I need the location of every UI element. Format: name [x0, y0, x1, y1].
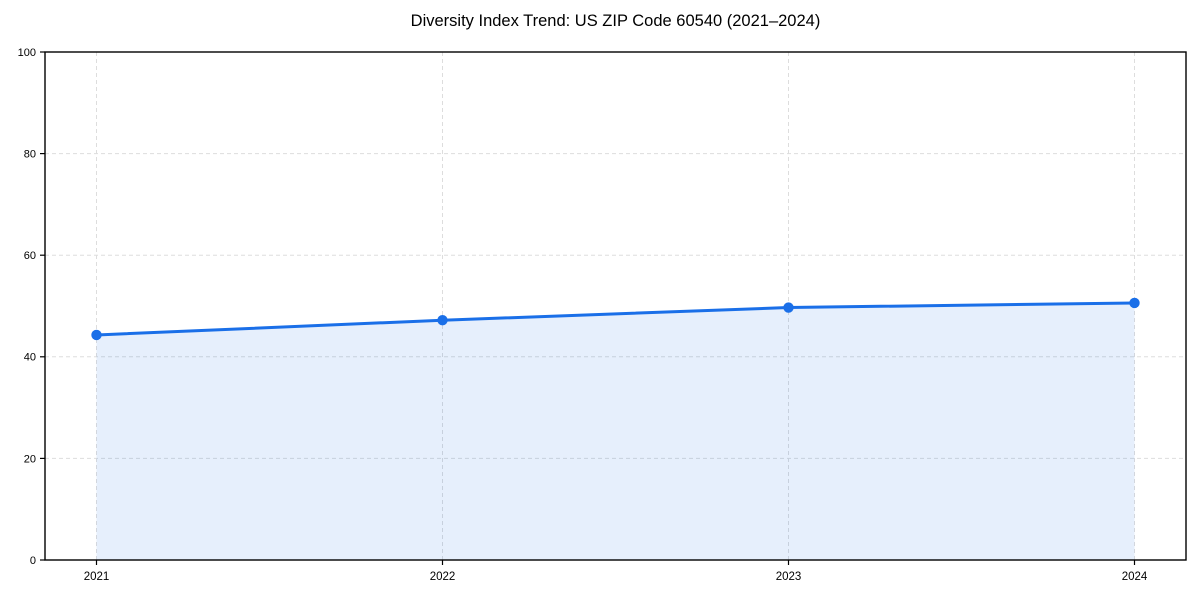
data-point-marker: [437, 315, 448, 326]
area-fill: [96, 302, 1135, 560]
x-axis-tick-label: 2022: [430, 571, 456, 583]
x-axis-tick-label: 2024: [1122, 571, 1148, 583]
y-axis-tick-label: 100: [18, 47, 36, 59]
chart-title: Diversity Index Trend: US ZIP Code 60540…: [410, 12, 821, 30]
data-point-marker: [783, 302, 794, 313]
trend-line: [95, 301, 1136, 337]
y-axis-tick-label: 80: [24, 148, 36, 160]
x-axis-tick-label: 2023: [776, 571, 802, 583]
y-axis-tick-label: 20: [24, 453, 36, 465]
y-axis-tick-label: 0: [30, 555, 36, 567]
data-point-marker: [91, 329, 102, 341]
y-axis-tick-label: 40: [24, 352, 36, 364]
data-point-marker: [1129, 297, 1140, 309]
axis-frame: [44, 51, 1187, 561]
x-axis-tick-label: 2021: [84, 571, 110, 583]
y-axis-tick-label: 60: [24, 250, 36, 262]
